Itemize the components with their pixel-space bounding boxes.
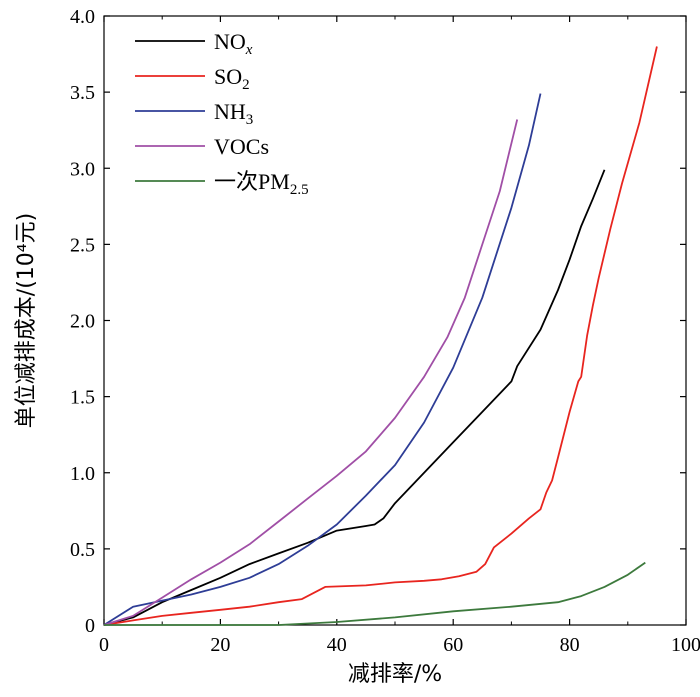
- x-tick-label: 100: [671, 634, 700, 656]
- axes: 0 20 40 60 80 100 0 0.5 1.0 1.5 2.0 2.5 3.0 3.5 4.0: [70, 6, 700, 656]
- series-line: [103, 93, 542, 626]
- x-tick-label: 60: [443, 634, 463, 656]
- y-tick-label: 1.0: [70, 463, 95, 485]
- x-axis-title: 减排率/%: [348, 662, 442, 687]
- series-line: [103, 169, 606, 626]
- legend-label: 一次PM2.5: [214, 169, 309, 198]
- legend-label: SO2: [214, 64, 250, 93]
- x-tick-label: 20: [210, 634, 230, 656]
- x-tick-label: 0: [99, 634, 109, 656]
- legend-label: NH3: [214, 99, 253, 128]
- y-tick-label: 1.5: [70, 387, 95, 409]
- series-line: [104, 561, 646, 626]
- series-line: [103, 46, 658, 626]
- series-line: [103, 119, 519, 626]
- y-tick-label: 0: [85, 615, 95, 637]
- y-tick-label: 3.5: [70, 82, 95, 104]
- x-tick-label: 80: [560, 634, 580, 656]
- legend-label: VOCs: [214, 134, 269, 159]
- plot-frame: [103, 15, 687, 626]
- y-tick-label: 2.0: [70, 311, 95, 333]
- y-tick-label: 3.0: [70, 158, 95, 180]
- y-tick-label: 4.0: [70, 6, 95, 28]
- y-tick-label: 0.5: [70, 539, 95, 561]
- series-lines: [103, 46, 658, 626]
- y-tick-label: 2.5: [70, 234, 95, 256]
- y-axis-title: 单位减排成本/(10⁴元): [14, 213, 39, 428]
- legend-label: NOx: [214, 29, 253, 58]
- legend: NOx SO2 NH3 VOCs 一次PM2.5: [135, 29, 309, 198]
- x-tick-label: 40: [327, 634, 347, 656]
